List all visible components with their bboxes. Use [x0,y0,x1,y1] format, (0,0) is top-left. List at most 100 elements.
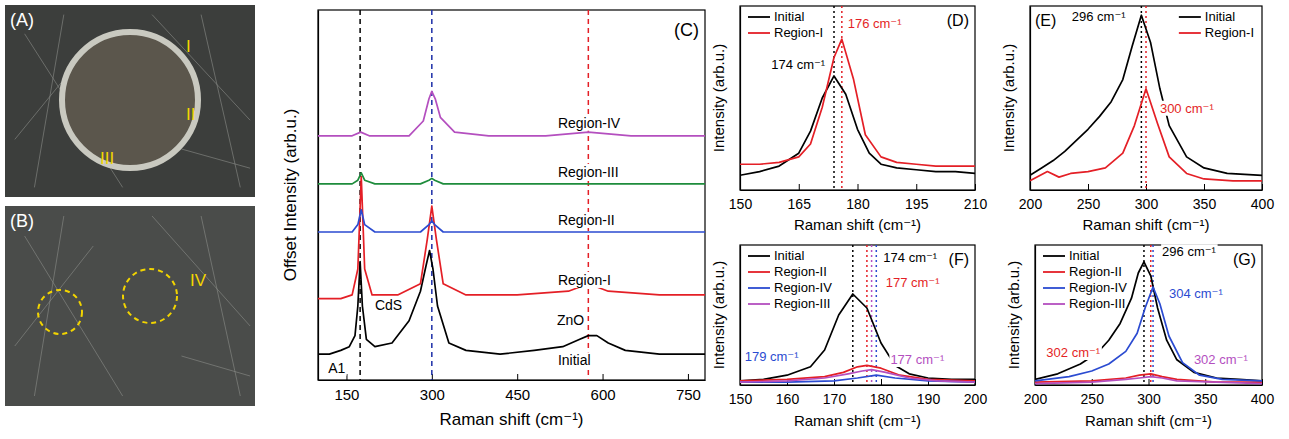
x-tick: 200 [964,379,988,407]
series-label-backing [557,164,620,180]
x-tick-label: 150 [729,391,753,407]
x-tick-label: 165 [788,196,812,212]
y-axis-title: Intensity (arb.u.) [1005,261,1022,369]
annotation-group: 302 cm⁻¹ [1045,345,1101,360]
x-tick: 350 [1194,379,1218,407]
annotation: 302 cm⁻¹ [1046,345,1100,360]
annotation-backing [1161,244,1217,259]
y-axis [740,7,741,191]
photo-background [5,5,255,197]
photo: (B) IV [5,206,255,406]
x-tick-label: 450 [505,386,530,403]
x-tick-label: 300 [420,386,445,403]
legend-item: Region-IV [748,280,832,295]
region-label: II [186,105,195,124]
x-tick-label: 750 [676,386,701,403]
x-tick: 170 [823,379,847,407]
legend: InitialRegion-IIRegion-IVRegion-III [1043,248,1127,311]
chart-panel: 150165180195210Raman shift (cm⁻¹)Intensi… [710,6,987,233]
x-tick-mark [517,374,518,380]
legend-item: Region-I [748,25,823,40]
legend-item: Initial [1043,248,1099,263]
x-tick-label: 180 [846,196,870,212]
y-axis-title: Intensity (arb.u.) [710,44,727,152]
photo-spot [62,32,198,168]
reference-line [431,10,433,380]
spectrum-line [1035,377,1262,384]
photo-texture [152,216,250,326]
x-tick-label: 190 [917,391,941,407]
annotation-group: 179 cm⁻¹ [744,349,800,364]
reference-line [871,245,873,385]
x-tick-mark [858,184,859,190]
y-axis-title: Intensity (arb.u.) [710,261,727,369]
reference-line [1141,6,1143,190]
x-tick-label: 195 [905,196,929,212]
panel-label: (B) [10,211,34,231]
legend-label: Region-III [1069,296,1125,311]
annotation-backing [885,275,941,290]
photo-texture [181,149,250,168]
annotation-backing [1159,101,1215,116]
x-tick-mark [916,184,917,190]
legend-label: Region-IV [774,280,832,295]
annotation-backing [1045,345,1101,360]
x-axis: 150165180195210 [729,184,988,212]
x-tick: 250 [1077,184,1101,212]
chart-panel: 150300450600750Raman shift (cm⁻¹)Offset … [281,10,706,429]
plot-area [318,10,705,380]
spectrum-line [318,177,705,299]
region-label: IV [190,271,207,290]
panel-texts: InitialRegion-I174 cm⁻¹176 cm⁻¹(D) [748,9,969,72]
x-axis-line [741,190,976,191]
legend-label: Region-I [774,25,823,40]
annotation-backing [556,312,585,328]
y-axis [1035,246,1036,386]
annotation: 177 cm⁻¹ [890,352,944,367]
x-tick-label: 200 [964,391,988,407]
x-tick: 300 [420,374,445,403]
x-axis-title: Raman shift (cm⁻¹) [1082,216,1209,233]
annotation-backing [374,297,403,313]
y-axis-line [318,11,319,381]
annotation: 300 cm⁻¹ [1160,101,1214,116]
annotation-backing [327,360,346,376]
panel-texts: InitialRegion-IIRegion-IVRegion-III174 c… [744,248,969,367]
x-tick: 400 [1251,184,1275,212]
plot-frame [740,6,975,190]
spectrum-line [1030,89,1262,181]
x-tick: 750 [676,374,701,403]
annotation-group: 304 cm⁻¹ [1168,286,1224,301]
series-label-group: Region-IV [557,115,622,131]
chart-panel: 150160170180190200Raman shift (cm⁻¹)Inte… [710,245,987,429]
series-label: Initial [558,352,591,368]
legend-swatch [748,287,770,289]
x-axis-title: Raman shift (cm⁻¹) [794,412,921,429]
annotation-group: 174 cm⁻¹ [770,57,826,72]
legend-swatch [1043,255,1065,257]
x-tick-label: 400 [1251,196,1275,212]
chart-panel: 200250300350400Raman shift (cm⁻¹)Intensi… [1005,244,1274,429]
panel-label: (F) [949,251,969,268]
series-label-backing [557,212,616,228]
reference-line [866,245,868,385]
x-tick-label: 400 [1251,391,1275,407]
legend-label: Initial [774,248,804,263]
annotation-group: CdS [374,297,403,313]
spectrum-line [318,173,705,184]
legend-swatch [748,303,770,305]
x-tick: 180 [846,184,870,212]
annotation: 302 cm⁻¹ [1194,352,1248,367]
figure: (A)IIIIII(B)IV150300450600750Raman shift… [0,0,1289,439]
x-tick-label: 160 [776,391,800,407]
legend-swatch [748,16,770,18]
series-label: Region-III [558,164,619,180]
legend-label: Initial [774,9,804,24]
x-tick-label: 210 [964,196,988,212]
spectrum-line [1030,15,1262,175]
annotation: 179 cm⁻¹ [745,349,799,364]
legend-swatch [1043,271,1065,273]
x-tick-label: 300 [1137,391,1161,407]
annotation-backing [1071,9,1127,24]
annotation: 304 cm⁻¹ [1169,286,1223,301]
